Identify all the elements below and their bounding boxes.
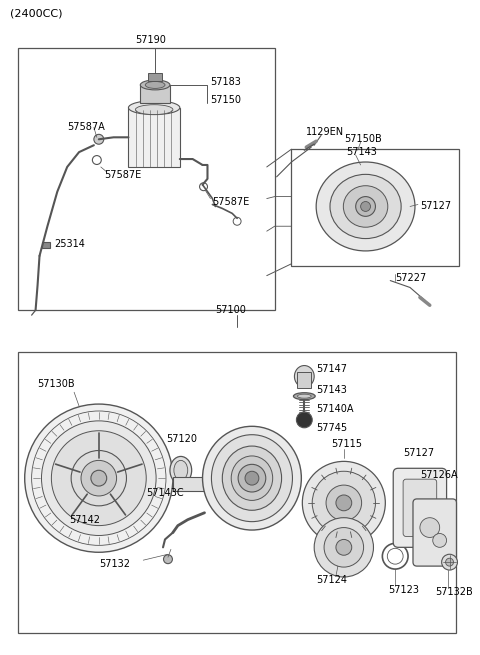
Text: 57124: 57124 xyxy=(316,575,347,585)
Text: 57120: 57120 xyxy=(166,434,197,443)
Text: 57130B: 57130B xyxy=(37,379,75,389)
Text: 57587E: 57587E xyxy=(213,196,250,206)
Text: 1129EN: 1129EN xyxy=(306,127,345,138)
Circle shape xyxy=(94,134,104,144)
Text: 57115: 57115 xyxy=(331,439,362,449)
Circle shape xyxy=(41,421,156,536)
Ellipse shape xyxy=(170,457,192,484)
Text: 57123: 57123 xyxy=(388,585,420,595)
Text: 25314: 25314 xyxy=(54,239,85,249)
Bar xyxy=(140,85,170,103)
Bar xyxy=(129,107,180,167)
Bar xyxy=(43,242,50,248)
Text: 57190: 57190 xyxy=(135,35,166,45)
Circle shape xyxy=(297,412,312,428)
Circle shape xyxy=(442,554,457,570)
Text: 57126A: 57126A xyxy=(420,470,457,480)
Circle shape xyxy=(336,495,352,511)
Ellipse shape xyxy=(129,101,180,115)
Circle shape xyxy=(164,555,172,564)
Circle shape xyxy=(51,431,146,525)
Ellipse shape xyxy=(231,456,273,500)
Circle shape xyxy=(356,196,375,216)
Text: 57142: 57142 xyxy=(69,515,100,525)
Text: 57147: 57147 xyxy=(316,364,347,375)
Circle shape xyxy=(245,471,259,485)
Circle shape xyxy=(336,540,352,555)
Circle shape xyxy=(238,464,266,492)
Text: 57183: 57183 xyxy=(210,77,241,87)
Text: (2400CC): (2400CC) xyxy=(10,9,62,19)
Circle shape xyxy=(71,451,126,506)
Text: 57127: 57127 xyxy=(420,202,451,212)
FancyBboxPatch shape xyxy=(413,499,456,566)
Circle shape xyxy=(360,202,371,212)
Circle shape xyxy=(312,471,375,534)
Text: 57745: 57745 xyxy=(316,422,348,433)
Ellipse shape xyxy=(316,162,415,251)
Text: 57587E: 57587E xyxy=(104,170,141,180)
Text: 57150: 57150 xyxy=(210,95,241,105)
Circle shape xyxy=(326,485,361,521)
FancyBboxPatch shape xyxy=(403,479,437,536)
Ellipse shape xyxy=(203,426,301,530)
FancyBboxPatch shape xyxy=(393,468,446,548)
Text: 57227: 57227 xyxy=(395,272,426,282)
Ellipse shape xyxy=(135,105,173,115)
Text: 57143: 57143 xyxy=(346,147,377,157)
Circle shape xyxy=(24,404,173,552)
Text: 57132: 57132 xyxy=(99,559,130,569)
Circle shape xyxy=(445,558,454,566)
Ellipse shape xyxy=(294,365,314,387)
Circle shape xyxy=(433,534,446,548)
Text: 57150B: 57150B xyxy=(344,134,382,144)
Text: 57143: 57143 xyxy=(316,385,347,395)
Circle shape xyxy=(81,460,117,496)
Ellipse shape xyxy=(330,174,401,238)
Ellipse shape xyxy=(343,186,388,227)
Ellipse shape xyxy=(222,446,282,510)
Bar xyxy=(298,373,311,388)
Bar xyxy=(148,73,162,81)
Text: 57127: 57127 xyxy=(403,449,434,458)
Ellipse shape xyxy=(145,81,165,88)
Bar xyxy=(18,48,275,310)
Circle shape xyxy=(420,517,440,538)
Circle shape xyxy=(314,517,373,577)
Circle shape xyxy=(302,461,385,544)
Text: 57132B: 57132B xyxy=(435,587,472,597)
Text: 57100: 57100 xyxy=(216,305,246,315)
Ellipse shape xyxy=(174,460,188,480)
Text: 57143C: 57143C xyxy=(146,488,184,498)
Ellipse shape xyxy=(293,393,315,400)
Ellipse shape xyxy=(298,394,311,398)
Circle shape xyxy=(91,470,107,486)
Ellipse shape xyxy=(140,80,170,90)
Text: 57140A: 57140A xyxy=(316,404,354,414)
Ellipse shape xyxy=(211,435,292,521)
Circle shape xyxy=(324,527,363,567)
Bar xyxy=(291,149,459,266)
Bar xyxy=(18,352,456,633)
Text: 57587A: 57587A xyxy=(67,122,105,132)
Bar xyxy=(173,477,207,491)
